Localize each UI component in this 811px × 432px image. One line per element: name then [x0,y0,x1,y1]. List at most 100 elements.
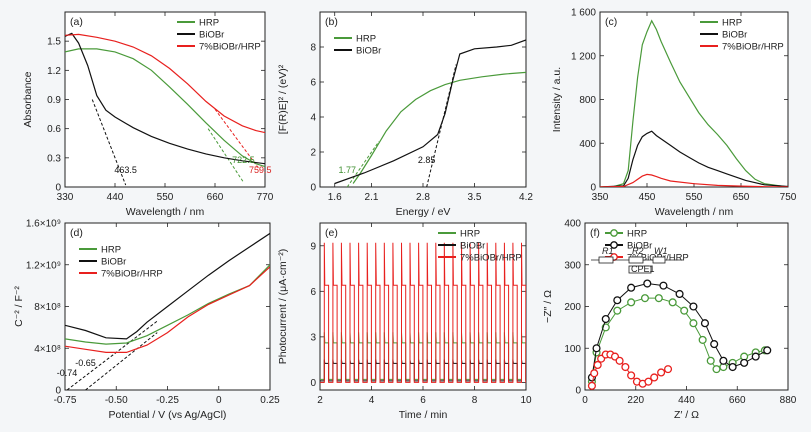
circuit-label: CPE1 [631,264,655,274]
panel-tag: (b) [325,16,338,28]
plot-area [600,19,788,187]
legend-label: 7%BiOBr/HRP [460,253,522,264]
data-point [601,314,610,324]
panel-6: 0 220 440 660 880 0 100 200 300 400 Z′ / Ω −Z″ / Ω (… [542,219,797,422]
y-axis-label: Photocurrent / (μA·cm⁻²) [277,249,289,364]
annotation-label: 1.77 [338,165,356,175]
panel-tag: (f) [590,227,600,239]
x-tick-label: 2 [317,395,323,406]
x-tick-label: 0.25 [260,395,280,406]
y-tick-label: 100 [564,344,581,355]
legend-label: BiOBr [460,241,485,252]
annotation-label: 722.5 [232,155,255,165]
y-tick-label: 0 [575,386,581,397]
series-line-7%BiOBr/HRP [65,33,265,134]
data-point [592,344,601,353]
data-point [712,365,721,374]
data-point [751,352,760,361]
x-tick-label: 330 [57,192,74,203]
x-tick-label: 0 [216,395,222,406]
y-tick-label: 6 [310,287,316,298]
data-point [657,368,666,377]
annotation-label: -0.65 [75,358,96,368]
x-tick-label: -0.50 [105,395,128,406]
annotation-label: 463.5 [114,165,137,175]
panel-tag: (a) [70,16,83,28]
y-tick-label: 1.6×10⁹ [26,219,61,230]
series-line-HRP [352,71,526,184]
x-tick-label: 6 [420,395,426,406]
y-tick-label: 0 [310,378,316,389]
circuit-label: W1 [654,246,668,256]
legend-label: 7%BiOBr/HRP [101,269,163,280]
data-point [615,356,624,365]
series-line-BiOBr [65,32,265,165]
series-line-HRP [65,264,270,345]
x-tick-label: 750 [780,192,797,203]
x-tick-label: 450 [639,192,656,203]
series-line-BiOBr [334,39,526,185]
data-point [700,319,710,328]
tangent-line [214,108,261,171]
data-point [740,358,749,367]
y-tick-label: 0 [55,386,61,397]
x-tick-label: 550 [157,192,174,203]
cpe-element [628,265,652,274]
y-tick-label: 400 [579,139,596,150]
series-line-BiOBr [65,232,270,340]
y-tick-label: 1.2×10⁹ [26,260,61,271]
data-point [698,335,707,344]
data-point [728,362,737,372]
circuit-label: R1 [602,246,614,256]
data-point [587,381,596,390]
x-tick-label: 440 [107,192,124,203]
series-line-7%BiOBr/HRP [600,173,788,187]
x-axis-label: Time / min [399,409,448,421]
annotation-label: 2.85 [418,155,436,165]
plot-area [334,39,526,187]
legend-label: BiOBr [101,257,126,268]
y-axis-label: C⁻² / F⁻² [13,286,25,327]
legend-label: BiOBr [627,241,652,252]
data-point [689,319,698,328]
x-axis-label: Energy / eV [396,206,451,218]
tangent-line [346,141,380,187]
y-tick-label: 1.2 [47,66,61,77]
y-tick-label: 200 [564,302,581,313]
data-point [763,346,772,355]
data-point [644,377,653,386]
legend-label: HRP [722,18,742,29]
data-point [640,294,650,303]
legend-marker [610,241,618,249]
y-tick-label: 8 [310,43,316,54]
y-tick-label: 0.9 [47,95,61,106]
panel-tag: (e) [325,227,338,239]
panel-5: 2 4 6 8 10 0 3 6 9 Time / min Photocurrent / (μA·c… [277,222,532,421]
equivalent-circuit-inset: R1 R2 W1 CPE1 [591,246,683,274]
data-point [706,356,715,365]
y-tick-label: 1 600 [571,8,596,19]
x-tick-label: 440 [678,395,695,406]
series-line-7%BiOBr/HRP [320,242,526,383]
circuit-label: R2 [632,246,644,256]
y-tick-label: 4×10⁸ [34,344,61,355]
x-tick-label: 650 [733,192,750,203]
y-tick-label: 2 [310,148,316,159]
x-tick-label: 3.5 [468,192,482,203]
legend-label: 7%BiOBr/HRP [199,42,261,53]
warburg-w1 [652,256,666,264]
x-tick-label: 660 [729,395,746,406]
data-point [689,302,698,311]
data-point [659,281,668,290]
data-point [593,360,602,370]
plot-area [320,242,526,383]
x-tick-label: 350 [592,192,609,203]
plot-area [587,279,772,390]
legend-label: BiOBr [199,30,224,41]
data-point [627,298,636,307]
tangent-line [91,99,127,186]
data-point [680,306,689,315]
annotation-label: 759.5 [249,165,272,175]
data-point [627,283,636,292]
